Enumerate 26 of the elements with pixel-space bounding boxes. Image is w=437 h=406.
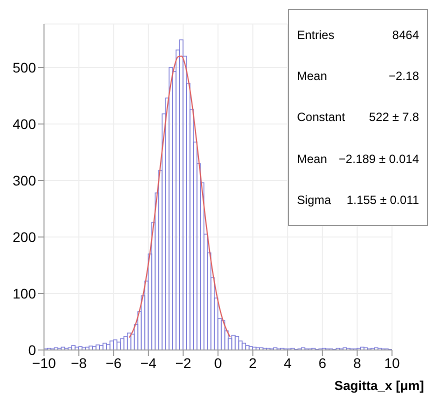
y-tick-label: 300 — [12, 172, 36, 188]
y-tick-label: 200 — [12, 228, 36, 245]
annotation: Sigma — [297, 193, 332, 208]
text: 8464 — [392, 28, 419, 42]
x-tick-label: 10 — [384, 354, 400, 371]
x-tick-label: 8 — [353, 354, 362, 371]
x-tick-label: 6 — [318, 354, 326, 371]
x-tick-label: −4 — [140, 354, 157, 371]
x-axis-title: Sagitta_x [μm] — [334, 378, 424, 393]
annotation: 1.155 ± 0.011 — [346, 193, 419, 208]
x-tick-label: −2 — [175, 354, 192, 371]
annotation: Entries — [297, 28, 334, 42]
x-tick-label: −6 — [106, 354, 122, 371]
x-tick-label: 4 — [284, 354, 292, 371]
annotation: Mean — [297, 69, 328, 84]
annotation: Constant — [297, 110, 346, 124]
x-tick-label: 2 — [248, 354, 257, 371]
y-tick-label: 400 — [12, 116, 36, 132]
x-tick-label: −8 — [70, 354, 87, 371]
annotation: −2.189 ± 0.014 — [338, 152, 419, 166]
y-tick-label: 500 — [12, 59, 36, 76]
annotation: 522 ± 7.8 — [369, 110, 419, 124]
annotation: −2.18 — [388, 69, 419, 84]
x-tick-label: 0 — [214, 354, 222, 371]
annotation: Mean — [297, 152, 328, 166]
y-tick-label: 100 — [12, 285, 36, 302]
